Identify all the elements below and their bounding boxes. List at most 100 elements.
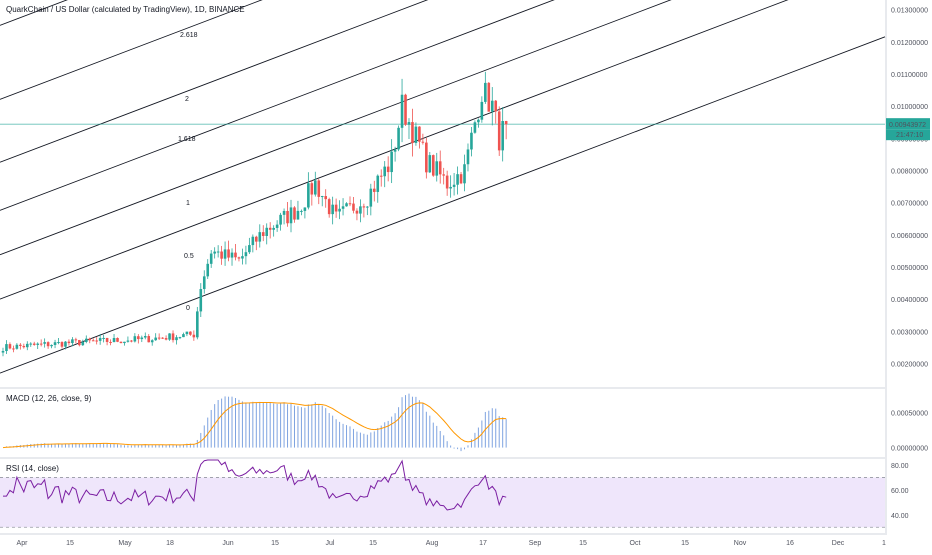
candle-body	[109, 341, 112, 343]
fib-level-label: 2	[185, 96, 189, 103]
candle-body	[251, 236, 255, 246]
candle-body	[300, 210, 303, 212]
candle-body	[345, 203, 348, 207]
time-tick-label: 15	[369, 540, 377, 547]
rsi-tick-label: 60.00	[891, 488, 909, 495]
candle-body	[147, 336, 151, 343]
candle-body	[324, 196, 328, 200]
rsi-pane: RSI (14, close)	[0, 459, 885, 528]
candle-body	[307, 183, 310, 208]
price-tick-label: 0.01300000	[891, 8, 928, 15]
candle-body	[95, 340, 98, 342]
price-tick-label: 0.00800000	[891, 168, 928, 175]
candle-body	[192, 334, 196, 338]
candle-body	[137, 336, 140, 340]
candle-body	[504, 121, 508, 125]
candle-body	[143, 336, 147, 338]
time-tick-label: 1	[882, 540, 886, 547]
candle-body	[359, 206, 362, 214]
candle-body	[244, 252, 248, 257]
candle-body	[362, 206, 366, 208]
candle-body	[19, 344, 22, 346]
candle-body	[209, 253, 213, 264]
candle-body	[91, 340, 95, 342]
candle-body	[470, 132, 473, 150]
candle-body	[421, 141, 425, 143]
time-tick-label: 17	[479, 540, 487, 547]
time-tick-label: Aug	[426, 540, 439, 547]
candle-body	[261, 232, 265, 236]
time-tick-label: Nov	[734, 540, 747, 547]
candle-body	[258, 232, 262, 242]
candle-body	[449, 186, 452, 189]
candle-body	[84, 338, 88, 342]
candle-body	[161, 337, 164, 339]
chart-title: QuarkChain / US Dollar (calculated by Tr…	[6, 5, 245, 14]
candle-body	[435, 161, 439, 176]
candle-body	[46, 342, 50, 347]
candle-body	[442, 174, 445, 176]
macd-signal-line	[2, 402, 507, 449]
pitchfork-line	[0, 36, 886, 374]
candle-body	[466, 149, 470, 165]
candle-body	[494, 100, 498, 112]
candle-body	[383, 166, 386, 177]
pitchfork-line	[0, 0, 789, 300]
time-tick-label: Jun	[222, 540, 233, 547]
candle-body	[57, 342, 60, 344]
pitchfork-line	[0, 0, 672, 256]
candle-body	[265, 227, 269, 236]
candle-body	[8, 344, 12, 349]
candle-body	[220, 251, 223, 259]
macd-tick-label: 0.00000000	[891, 446, 928, 453]
fib-level-label: 0	[186, 305, 190, 312]
time-tick-label: Sep	[529, 540, 542, 547]
candle-body	[310, 183, 314, 195]
rsi-tick-label: 80.00	[891, 463, 909, 470]
candle-body	[480, 101, 484, 120]
price-tick-label: 0.01100000	[891, 72, 928, 79]
candle-body	[133, 336, 137, 342]
price-tick-label: 0.00500000	[891, 265, 928, 272]
time-tick-label: 15	[271, 540, 279, 547]
candle-body	[223, 249, 227, 259]
candle-body	[372, 188, 376, 192]
time-tick-label: Apr	[17, 540, 29, 547]
fib-level-label: 1.618	[178, 136, 196, 143]
candle-body	[272, 227, 275, 230]
candle-body	[196, 311, 199, 338]
candle-body	[459, 174, 463, 184]
candle-body	[39, 343, 43, 345]
time-tick-label: 15	[66, 540, 74, 547]
candle-body	[286, 210, 289, 224]
fib-level-label: 0.5	[184, 253, 194, 260]
candle-body	[178, 337, 182, 339]
candle-body	[289, 207, 293, 224]
rsi-line	[3, 459, 507, 511]
candle-body	[255, 236, 258, 242]
pitchfork-line	[0, 0, 555, 211]
candle-body	[234, 252, 237, 258]
time-tick-label: Jul	[326, 540, 335, 547]
time-tick-label: Dec	[832, 540, 845, 547]
candle-body	[112, 337, 116, 343]
candle-body	[327, 199, 331, 215]
price-tick-label: 0.00300000	[891, 329, 928, 336]
candle-body	[43, 342, 46, 344]
candle-body	[67, 341, 71, 344]
candle-body	[241, 256, 244, 259]
candle-body	[168, 333, 171, 340]
candle-body	[331, 204, 334, 215]
macd-pane: MACD (12, 26, close, 9)	[2, 393, 507, 452]
candle-body	[282, 210, 286, 215]
time-tick-label: 16	[786, 540, 794, 547]
candle-body	[369, 188, 373, 207]
candle-body	[32, 343, 36, 345]
candle-body	[88, 338, 92, 341]
candle-body	[50, 344, 53, 347]
candle-body	[366, 206, 369, 208]
candle-body	[477, 119, 480, 123]
fib-level-label: 1	[186, 200, 190, 207]
